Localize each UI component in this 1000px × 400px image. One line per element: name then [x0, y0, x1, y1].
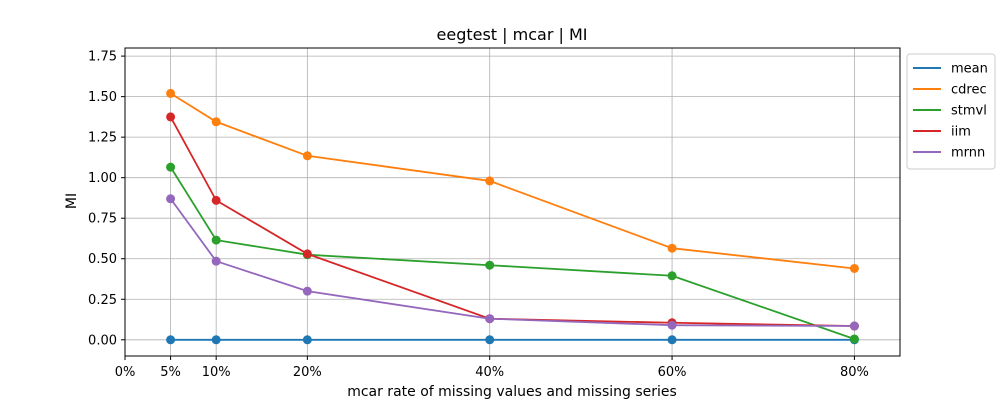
data-point-mrnn — [166, 194, 176, 204]
x-tick-label: 5% — [160, 365, 181, 380]
data-point-iim — [211, 195, 221, 205]
series-line-stmvl — [169, 166, 855, 340]
x-tick-label: 80% — [840, 365, 869, 380]
y-axis-label: MI — [64, 193, 80, 209]
data-point-mean — [166, 335, 176, 345]
x-tick-label: 40% — [475, 365, 504, 380]
y-tick-label: 1.75 — [88, 50, 117, 65]
data-point-stmvl — [849, 334, 859, 344]
x-tick-label: 60% — [658, 365, 687, 380]
y-tick-label: 1.00 — [88, 171, 117, 186]
y-tick-label: 0.50 — [88, 252, 117, 267]
x-tick-label: 0% — [115, 365, 136, 380]
plot-area-frame — [124, 47, 901, 357]
series-mean — [166, 335, 859, 345]
x-axis-ticks: 0% 5% 10% 20% 40% 60% 80% — [115, 356, 869, 380]
legend-label-iim: iim — [951, 125, 971, 140]
y-tick-label: 0.75 — [88, 212, 117, 227]
data-point-stmvl — [485, 260, 495, 270]
chart-title: eegtest | mcar | MI — [437, 25, 588, 44]
series-iim — [166, 112, 859, 331]
data-point-mean — [302, 335, 312, 345]
x-tick-label: 10% — [202, 365, 231, 380]
series-layer — [166, 88, 859, 345]
legend: mean cdrec stmvl iim mrnn — [906, 53, 996, 170]
data-point-mean — [667, 335, 677, 345]
data-point-mean — [211, 335, 221, 345]
legend-label-mean: mean — [951, 62, 988, 77]
data-point-cdrec — [667, 243, 677, 253]
legend-label-mrnn: mrnn — [951, 146, 985, 161]
x-axis-label: mcar rate of missing values and missing … — [347, 384, 677, 400]
data-point-cdrec — [211, 117, 221, 127]
y-axis-ticks: 0.00 0.25 0.50 0.75 1.00 1.25 1.50 1.75 — [88, 50, 125, 348]
data-point-cdrec — [166, 88, 176, 98]
legend-label-cdrec: cdrec — [951, 83, 987, 98]
data-point-iim — [166, 112, 176, 122]
data-point-mrnn — [667, 320, 677, 330]
data-point-stmvl — [166, 162, 176, 172]
series-line-cdrec — [170, 92, 855, 270]
data-point-mean — [485, 335, 495, 345]
y-tick-label: 1.50 — [88, 90, 117, 105]
data-point-mrnn — [302, 286, 312, 296]
data-point-iim — [302, 249, 312, 259]
y-tick-label: 0.00 — [88, 333, 117, 348]
legend-label-stmvl: stmvl — [951, 104, 987, 119]
x-tick-label: 20% — [293, 365, 322, 380]
data-point-mrnn — [485, 314, 495, 324]
data-point-stmvl — [667, 271, 677, 281]
legend-box — [906, 53, 996, 170]
data-point-cdrec — [485, 176, 495, 186]
data-point-cdrec — [849, 263, 859, 273]
series-cdrec — [166, 88, 859, 273]
data-point-mrnn — [849, 321, 859, 331]
y-tick-label: 1.25 — [88, 131, 117, 146]
data-point-mrnn — [211, 256, 221, 266]
grid — [124, 48, 900, 356]
y-tick-label: 0.25 — [88, 293, 117, 308]
series-mrnn — [166, 194, 859, 331]
series-line-mrnn — [169, 198, 855, 327]
data-point-cdrec — [302, 151, 312, 161]
series-line-iim — [169, 116, 855, 327]
data-point-stmvl — [211, 235, 221, 245]
